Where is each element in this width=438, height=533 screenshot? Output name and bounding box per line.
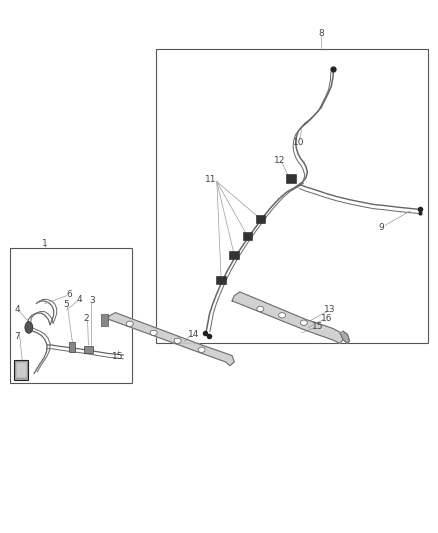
- Text: 14: 14: [188, 330, 199, 339]
- Ellipse shape: [300, 320, 307, 325]
- Text: 11: 11: [205, 174, 216, 183]
- Bar: [286, 174, 296, 183]
- Bar: [243, 232, 252, 240]
- Text: 6: 6: [66, 290, 72, 299]
- Text: 4: 4: [77, 295, 82, 304]
- Text: 1: 1: [42, 239, 48, 248]
- Bar: [230, 251, 239, 259]
- Bar: [14, 360, 28, 381]
- Text: 5: 5: [63, 300, 69, 309]
- Text: 3: 3: [89, 296, 95, 305]
- Ellipse shape: [25, 321, 33, 333]
- Bar: [16, 362, 27, 378]
- Polygon shape: [106, 313, 234, 366]
- Text: 15: 15: [112, 352, 124, 361]
- Bar: [84, 345, 93, 353]
- Text: 10: 10: [293, 139, 304, 148]
- Text: 8: 8: [318, 29, 324, 38]
- Bar: [216, 276, 226, 284]
- Ellipse shape: [150, 330, 157, 335]
- Text: 4: 4: [15, 305, 20, 314]
- Text: 9: 9: [378, 223, 384, 232]
- Text: 12: 12: [274, 156, 286, 165]
- Text: 16: 16: [321, 314, 332, 323]
- Text: 7: 7: [14, 332, 20, 341]
- Bar: [156, 49, 428, 343]
- Ellipse shape: [126, 321, 133, 326]
- Ellipse shape: [257, 306, 264, 312]
- Text: 2: 2: [83, 314, 88, 323]
- Bar: [69, 342, 75, 352]
- Ellipse shape: [174, 338, 181, 343]
- Polygon shape: [232, 292, 343, 343]
- Text: 15: 15: [312, 322, 324, 332]
- Bar: [255, 215, 265, 223]
- Bar: [10, 248, 132, 383]
- Ellipse shape: [198, 347, 205, 352]
- Ellipse shape: [279, 313, 286, 318]
- Polygon shape: [340, 331, 350, 343]
- Text: 13: 13: [324, 305, 336, 314]
- Bar: [101, 314, 109, 326]
